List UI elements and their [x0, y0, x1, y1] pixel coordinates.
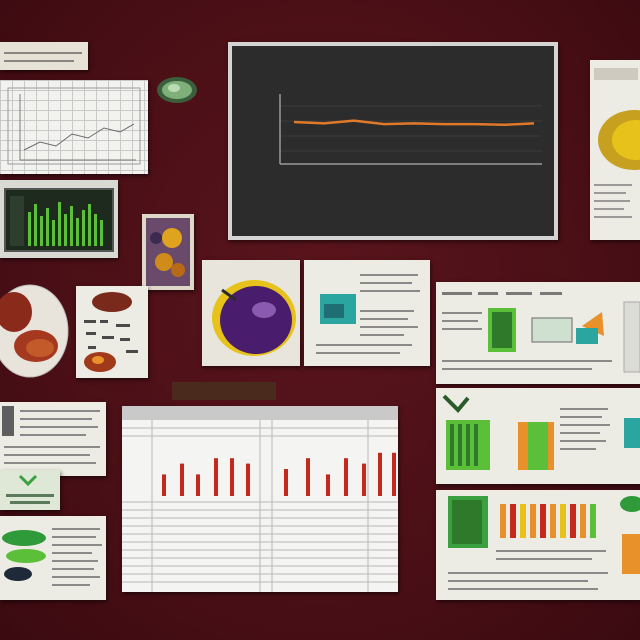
grid-chart-card — [0, 80, 148, 174]
chalk-line-plot — [279, 94, 542, 165]
chalkboard-chart: ​ — [228, 42, 558, 240]
bar — [230, 458, 234, 496]
series-line — [293, 119, 535, 127]
teal-diagram-card — [304, 260, 430, 366]
bar — [306, 458, 310, 496]
section-caption — [172, 382, 276, 400]
fruit-report-card — [590, 60, 640, 240]
report-card-3 — [436, 490, 640, 600]
bar — [362, 463, 366, 496]
food-photo-small — [142, 214, 194, 290]
bar — [344, 458, 348, 496]
spreadsheet-bar-chart — [122, 406, 398, 592]
bar — [392, 452, 396, 496]
report-card-1 — [436, 282, 640, 384]
monitor-bars-figure — [10, 196, 103, 246]
grid-chart-figure — [7, 87, 141, 165]
red-bar-plot — [122, 406, 398, 592]
leaf-card — [0, 516, 106, 600]
plate-photo — [0, 282, 70, 380]
bar — [284, 469, 288, 496]
bar — [214, 458, 218, 496]
bar — [246, 463, 250, 496]
bar — [378, 452, 382, 496]
caption-card — [0, 42, 88, 70]
bar — [326, 474, 330, 496]
notes-card — [0, 402, 106, 476]
green-label-card — [0, 470, 60, 510]
report-card-2 — [436, 388, 640, 484]
bar — [180, 463, 184, 496]
eggplant-card — [202, 260, 300, 366]
bar — [196, 474, 200, 496]
monitor-card — [0, 180, 118, 258]
gem-icon — [156, 76, 198, 104]
menu-card — [76, 286, 148, 378]
bar — [162, 474, 166, 496]
